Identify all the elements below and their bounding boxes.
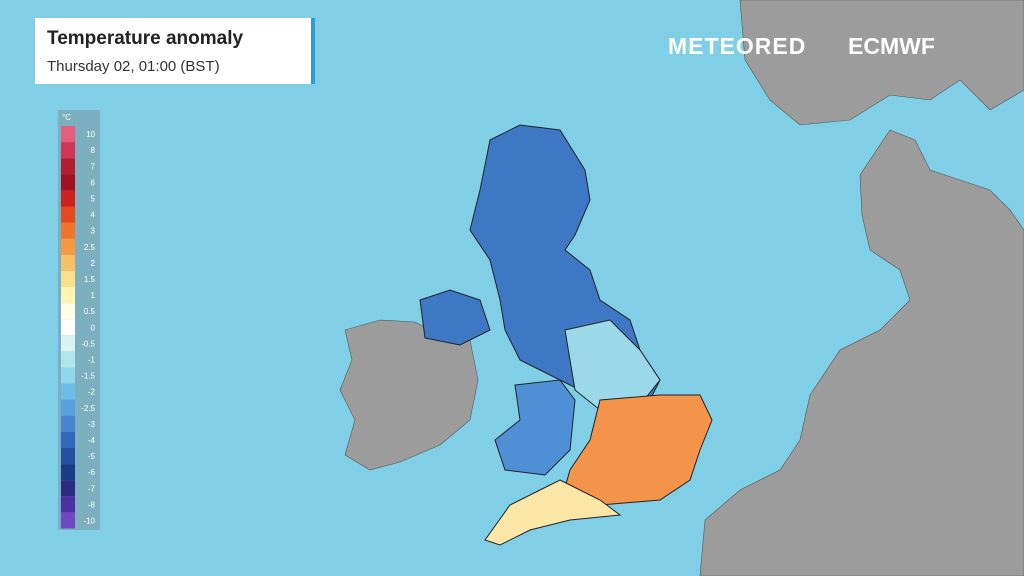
wales bbox=[494, 379, 576, 476]
legend-label: 3 bbox=[91, 227, 96, 236]
legend-swatch bbox=[61, 480, 75, 497]
legend-swatch bbox=[61, 319, 75, 336]
continent bbox=[699, 129, 1024, 576]
legend-label: 0 bbox=[91, 323, 96, 332]
south-east bbox=[559, 394, 713, 506]
logo: METEORED bbox=[668, 33, 807, 59]
legend-swatch bbox=[61, 448, 75, 465]
land bbox=[339, 0, 1024, 576]
legend-label: -2.5 bbox=[81, 404, 95, 413]
legend-label: 6 bbox=[91, 178, 96, 187]
legend-label: 5 bbox=[91, 194, 96, 203]
subtitle: Thursday 02, 01:00 (BST) bbox=[47, 58, 220, 75]
legend-swatch bbox=[61, 238, 75, 255]
legend-unit: °C bbox=[62, 113, 71, 122]
scandinavia bbox=[739, 0, 1024, 126]
legend-swatch bbox=[61, 496, 75, 513]
legend-label: 10 bbox=[86, 130, 95, 139]
legend-label: 1.5 bbox=[84, 275, 96, 284]
legend-swatch bbox=[61, 415, 75, 432]
legend-swatch bbox=[61, 142, 75, 159]
legend-label: 0.5 bbox=[84, 307, 96, 316]
legend-label: -2 bbox=[88, 388, 96, 397]
legend-swatch bbox=[61, 126, 75, 143]
logo: ECMWF bbox=[848, 33, 935, 59]
legend-swatch bbox=[61, 367, 75, 384]
legend: °C 10 8 7 6 5 4 3 2.5 2 1.5 1 0.5 0 -0.5 -1 -1.5 -2 -2.5 -… bbox=[58, 110, 100, 530]
legend-label: 4 bbox=[91, 211, 96, 220]
legend-label: 1 bbox=[91, 291, 96, 300]
legend-swatch bbox=[61, 174, 75, 191]
legend-swatch bbox=[61, 206, 75, 223]
legend-swatch bbox=[61, 383, 75, 400]
title-box: Temperature anomaly Thursday 02, 01:00 (… bbox=[35, 18, 315, 84]
legend-swatch bbox=[61, 158, 75, 175]
legend-label: 2.5 bbox=[84, 243, 96, 252]
legend-swatch bbox=[61, 431, 75, 448]
legend-label: -1 bbox=[88, 355, 96, 364]
title: Temperature anomaly bbox=[47, 28, 244, 49]
legend-label: -10 bbox=[83, 516, 95, 525]
legend-label: -4 bbox=[88, 436, 96, 445]
uk-land bbox=[419, 124, 713, 546]
legend-swatch bbox=[61, 254, 75, 271]
legend-label: -3 bbox=[88, 420, 96, 429]
legend-swatch bbox=[61, 222, 75, 239]
legend-label: -6 bbox=[88, 468, 96, 477]
legend-scale: °C 10 8 7 6 5 4 3 2.5 2 1.5 1 0.5 0 -0.5 -1 -1.5 -2 -2.5 -… bbox=[61, 113, 96, 529]
yorkshire bbox=[564, 319, 661, 411]
northern-ireland bbox=[419, 289, 491, 346]
legend-label: -1.5 bbox=[81, 372, 95, 381]
legend-swatch bbox=[61, 287, 75, 304]
legend-label: -5 bbox=[88, 452, 96, 461]
legend-label: 7 bbox=[91, 162, 96, 171]
legend-label: 2 bbox=[91, 259, 96, 268]
legend-swatch bbox=[61, 303, 75, 320]
legend-label: -8 bbox=[88, 500, 96, 509]
legend-swatch bbox=[61, 351, 75, 368]
legend-label: 8 bbox=[91, 146, 96, 155]
legend-label: -7 bbox=[88, 484, 96, 493]
legend-label: -0.5 bbox=[81, 339, 95, 348]
legend-swatch bbox=[61, 270, 75, 287]
legend-swatch bbox=[61, 512, 75, 529]
legend-swatch bbox=[61, 464, 75, 481]
legend-swatch bbox=[61, 190, 75, 207]
south-west bbox=[484, 479, 622, 546]
legend-swatch bbox=[61, 335, 75, 352]
legend-swatch bbox=[61, 399, 75, 416]
